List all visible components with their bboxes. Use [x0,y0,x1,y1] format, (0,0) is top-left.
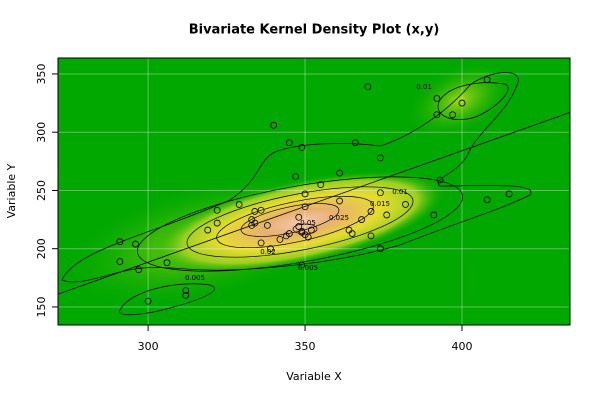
density-shade [403,59,517,141]
data-point [295,223,303,230]
contour-line [240,203,340,237]
data-point [364,83,372,91]
contour-label: 0.025 [329,214,349,222]
x-tick-label: 300 [138,340,159,353]
data-point [213,219,221,227]
data-point [298,228,306,236]
data-point [298,261,306,269]
data-point [292,173,300,180]
data-point [458,99,466,107]
contour-label: 0.015 [370,200,390,208]
data-point [182,291,190,299]
data-point [376,189,384,197]
data-point [270,121,278,129]
data-point [285,139,293,147]
data-point [317,181,325,189]
data-point [433,95,441,102]
data-point [144,297,152,305]
contour-line [137,176,463,272]
data-point [436,176,444,184]
data-point [116,238,124,246]
data-point [257,206,265,214]
data-point [336,197,343,205]
data-point [285,230,293,237]
x-tick-label: 350 [295,340,316,353]
data-point [505,190,513,198]
y-tick-label: 300 [35,122,48,143]
density-shade [153,170,447,274]
data-point [483,196,491,204]
data-point [433,111,441,119]
data-point [449,111,456,119]
y-tick-label: 150 [35,296,48,317]
data-point [376,245,384,253]
data-point [132,240,139,248]
data-point [383,211,391,219]
contour-line [216,195,374,249]
data-point [301,203,309,211]
contour-line [119,283,215,316]
data-point [298,143,306,151]
data-point [276,235,284,243]
data-point [248,221,256,229]
data-point [251,208,259,215]
contour-label: 0.01 [416,83,432,91]
y-tick-label: 350 [35,63,48,84]
data-point [358,216,365,223]
data-point [367,232,375,240]
data-point [235,201,243,208]
data-point [213,206,221,214]
data-point [135,266,143,274]
data-point [257,239,265,247]
data-point [367,208,375,215]
contour-line [437,82,509,120]
data-point [304,233,312,241]
y-axis-title: Variable Y [5,163,18,218]
y-tick-label: 250 [35,180,48,201]
data-point [204,226,212,234]
contour-label: 0.05 [300,219,316,227]
plot-frame [57,57,571,326]
data-point [351,139,359,147]
contour-line [292,223,318,235]
y-tick-label: 200 [35,238,48,259]
data-point [295,213,303,221]
contour-label: 0.005 [185,274,205,282]
contour-label: 0.02 [260,248,276,256]
data-point [402,201,409,208]
x-axis-title: Variable X [286,370,342,383]
fit-line [58,112,570,295]
data-point [263,221,271,229]
data-point [483,76,491,84]
contour-line [186,186,414,258]
data-point [182,287,190,295]
contour-label: 0.005 [298,264,318,272]
chart-title: Bivariate Kernel Density Plot (x,y) [189,23,440,38]
data-point [430,211,438,219]
contour-label: 0.01 [392,188,408,196]
data-point [163,259,171,267]
data-point [348,230,356,237]
x-tick-label: 400 [452,340,473,353]
data-point [307,226,315,234]
data-point [301,190,309,198]
data-point [376,154,384,162]
data-point [267,245,274,253]
data-point [336,169,343,177]
data-point [116,258,124,265]
